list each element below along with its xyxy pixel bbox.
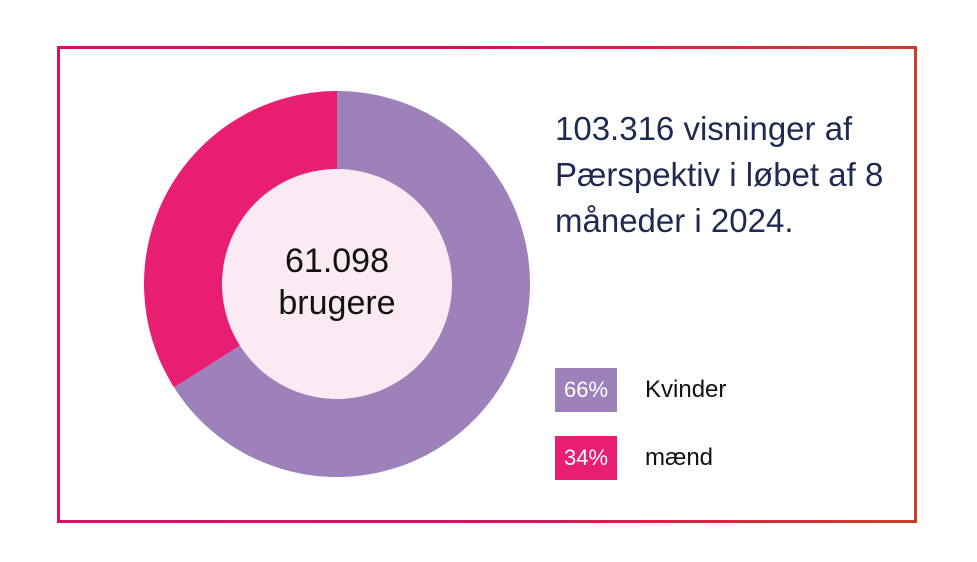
legend-label-kvinder: Kvinder <box>645 376 727 403</box>
legend-item-maend: 34% mænd <box>555 436 713 480</box>
legend-item-kvinder: 66% Kvinder <box>555 368 726 412</box>
users-count: 61.098 <box>285 242 389 280</box>
legend-swatch-maend: 34% <box>555 436 617 480</box>
headline: 103.316 visninger af Pærspektiv i løbet … <box>555 110 884 239</box>
donut-center <box>222 169 452 399</box>
center-label: 61.098 brugere <box>237 240 437 324</box>
users-label: brugere <box>278 284 396 322</box>
legend-label-maend: mænd <box>645 444 714 471</box>
legend-swatch-kvinder: 66% <box>555 368 617 412</box>
